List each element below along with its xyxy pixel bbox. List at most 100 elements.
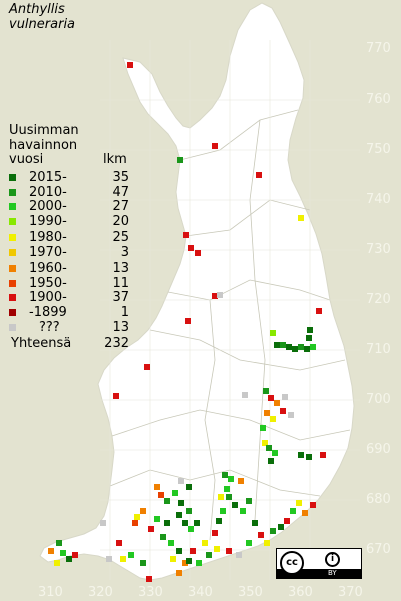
species-name-line2: vulneraria xyxy=(9,17,76,32)
x-tick-label: 350 xyxy=(238,585,263,600)
observation-square xyxy=(106,556,112,562)
observation-square xyxy=(236,552,242,558)
observation-square xyxy=(176,570,182,576)
observation-square xyxy=(186,484,192,490)
y-tick-label: 670 xyxy=(366,542,391,557)
legend-count: 20 xyxy=(112,214,129,229)
legend-item: 1950- 11 xyxy=(9,276,129,291)
observation-square xyxy=(172,490,178,496)
observation-square xyxy=(242,392,248,398)
observation-square xyxy=(140,508,146,514)
observation-square xyxy=(280,342,286,348)
legend-label: 1900- xyxy=(29,290,67,305)
legend-count: 13 xyxy=(112,261,129,276)
observation-square xyxy=(296,500,302,506)
observation-square xyxy=(266,445,272,451)
observation-square xyxy=(252,520,258,526)
x-tick-label: 320 xyxy=(88,585,113,600)
legend-count: 35 xyxy=(112,170,129,185)
observation-square xyxy=(263,388,269,394)
observation-square xyxy=(284,518,290,524)
y-tick-label: 700 xyxy=(366,392,391,407)
y-tick-label: 720 xyxy=(366,292,391,307)
observation-square xyxy=(272,450,278,456)
legend-swatch xyxy=(9,280,16,287)
observation-square xyxy=(128,552,134,558)
legend-item: ??? 13 xyxy=(9,320,129,335)
observation-square xyxy=(176,512,182,518)
observation-squares xyxy=(48,62,326,582)
observation-square xyxy=(302,510,308,516)
observation-square xyxy=(212,293,218,299)
legend-header-line1: Uusimman xyxy=(9,123,79,138)
observation-square xyxy=(310,502,316,508)
legend-count: 25 xyxy=(112,230,129,245)
observation-square xyxy=(132,520,138,526)
legend-label: 2015- xyxy=(29,170,67,185)
observation-square xyxy=(177,157,183,163)
observation-square xyxy=(310,344,316,350)
observation-square xyxy=(290,508,296,514)
observation-square xyxy=(144,364,150,370)
y-tick-label: 760 xyxy=(366,92,391,107)
legend-item: 2010- 47 xyxy=(9,185,129,200)
legend-swatch xyxy=(9,218,16,225)
y-tick-label: 750 xyxy=(366,142,391,157)
legend-swatch xyxy=(9,265,16,272)
legend-swatch xyxy=(9,203,16,210)
y-tick-label: 690 xyxy=(366,442,391,457)
observation-square xyxy=(218,494,224,500)
observation-square xyxy=(214,546,220,552)
legend-label: 1990- xyxy=(29,214,67,229)
observation-square xyxy=(216,518,222,524)
cc-icon: cc xyxy=(280,551,304,575)
legend-count: 11 xyxy=(112,276,129,291)
observation-square xyxy=(185,318,191,324)
observation-square xyxy=(134,514,140,520)
observation-square xyxy=(274,400,280,406)
y-tick-label: 710 xyxy=(366,342,391,357)
observation-square xyxy=(182,560,188,566)
legend-swatch xyxy=(9,324,16,331)
observation-square xyxy=(178,478,184,484)
observation-square xyxy=(228,476,234,482)
observation-square xyxy=(206,552,212,558)
observation-square xyxy=(195,250,201,256)
observation-square xyxy=(217,292,223,298)
legend-swatch xyxy=(9,249,16,256)
observation-square xyxy=(160,534,166,540)
legend-item: 1900- 37 xyxy=(9,290,129,305)
grid-lines xyxy=(100,40,360,580)
observation-square xyxy=(270,416,276,422)
species-name-line1: Anthyllis xyxy=(9,2,65,17)
observation-square xyxy=(154,516,160,522)
observation-square xyxy=(127,62,133,68)
observation-square xyxy=(306,454,312,460)
observation-square xyxy=(280,408,286,414)
observation-square xyxy=(246,498,252,504)
observation-square xyxy=(202,540,208,546)
observation-square xyxy=(274,342,280,348)
legend-count: 47 xyxy=(112,185,129,200)
finland-landmass xyxy=(39,2,355,581)
y-tick-label: 680 xyxy=(366,492,391,507)
observation-square xyxy=(196,560,202,566)
observation-square xyxy=(120,556,126,562)
observation-square xyxy=(288,412,294,418)
observation-square xyxy=(54,560,60,566)
legend-count: 13 xyxy=(112,320,129,335)
legend-total: Yhteensä 232 xyxy=(11,336,129,351)
observation-square xyxy=(186,558,192,564)
legend-item: 1970- 3 xyxy=(9,245,129,260)
legend-swatch xyxy=(9,174,16,181)
cc-by-license-badge[interactable]: cc i BY xyxy=(276,548,362,579)
observation-square xyxy=(240,508,246,514)
observation-square xyxy=(154,484,160,490)
y-tick-label: 770 xyxy=(366,41,391,56)
legend-count: 1 xyxy=(120,305,129,320)
observation-square xyxy=(220,508,226,514)
x-tick-label: 330 xyxy=(138,585,163,600)
observation-square xyxy=(307,327,313,333)
